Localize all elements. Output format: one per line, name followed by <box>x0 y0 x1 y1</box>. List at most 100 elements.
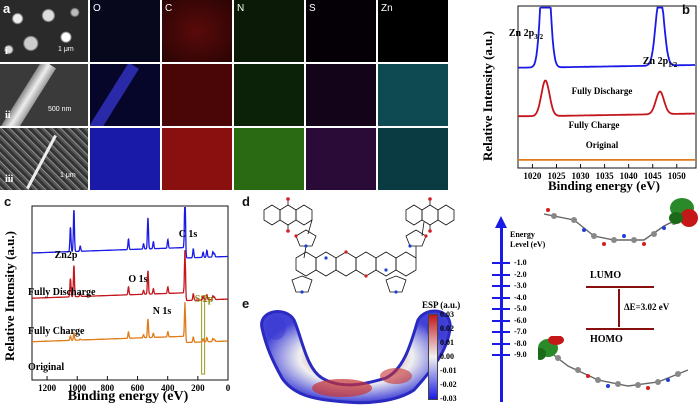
energy-level-tick <box>492 308 510 310</box>
peak-label-s2p: S 2p <box>195 294 214 305</box>
x-tick-label-c: 800 <box>101 383 115 393</box>
energy-level-tick <box>492 319 510 322</box>
map-N-ii <box>234 64 304 126</box>
energy-level-label: -2.0 <box>514 269 527 279</box>
plot-frame-b <box>517 5 697 169</box>
map-Zn-iii <box>378 128 448 190</box>
lumo-orbital-structure <box>544 198 698 246</box>
energy-level-label: -7.0 <box>514 327 527 336</box>
x-tick-label-b: 1025 <box>547 171 566 181</box>
peak-label-zn2p32: Zn 2p3/2 <box>509 28 544 41</box>
legend-original-c: Original <box>28 362 64 373</box>
panel-letter-d: d <box>242 194 250 209</box>
x-tick-label-b: 1040 <box>620 171 639 181</box>
legend-fully-charge-c: Fully Charge <box>28 326 85 337</box>
energy-level-label: -3.0 <box>514 281 527 290</box>
legend-fully-discharge-b: Fully Discharge <box>572 86 633 96</box>
legend-fully-charge-b: Fully Charge <box>569 120 620 130</box>
colorbar-tick-label: 0.03 <box>440 310 454 319</box>
scalebar-ii: 500 nm <box>48 106 72 113</box>
peak-label-o1s: O 1s <box>128 274 147 285</box>
energy-level-tick <box>492 273 510 276</box>
panel-letter-c: c <box>4 194 12 209</box>
map-label-Zn: Zn <box>381 3 393 14</box>
colorbar-tick-label: 0.01 <box>440 338 454 347</box>
row-label-iii: iii <box>5 174 14 185</box>
scalebar-iii: 1 μm <box>60 172 76 179</box>
map-label-O: O <box>93 3 101 14</box>
energy-level-label: -5.0 <box>514 304 527 313</box>
energy-level-label: -4.0 <box>514 292 527 302</box>
panel-a: a i 1 μm O C N S Zn ii 500 nm iii 1 μm <box>0 0 448 192</box>
sem-image-iii <box>0 128 88 190</box>
gap-label: ΔE=3.02 eV <box>624 302 670 312</box>
map-O-ii <box>90 64 160 126</box>
map-label-N: N <box>237 3 245 14</box>
energy-panel: Energy Level (eV) -1.0 -2.0 -3.0 -4.0 -5.0 -6… <box>488 196 700 406</box>
x-tick-label-c: 400 <box>161 383 175 393</box>
map-label-C: C <box>165 3 173 14</box>
y-axis-label-c: Relative Intensity (a.u.) <box>2 231 17 361</box>
peak-label-zn2p: Zn2p <box>55 250 78 261</box>
series-line-b-0 <box>518 6 695 69</box>
map-C-ii <box>162 64 232 126</box>
sem-image-ii <box>0 64 88 126</box>
map-S-iii <box>306 128 376 190</box>
x-tick-label-c: 0 <box>226 383 231 393</box>
x-tick-label-b: 1035 <box>596 171 615 181</box>
x-tick-label-c: 1000 <box>68 383 87 393</box>
homo-level-line <box>586 328 654 330</box>
gap-arrow <box>618 289 620 327</box>
series-line-c-1 <box>32 250 228 302</box>
molecular-structure <box>263 197 455 294</box>
row-label-ii: ii <box>5 110 11 121</box>
map-C-i <box>162 0 232 62</box>
map-N-i <box>234 0 304 62</box>
scalebar-i: 1 μm <box>58 46 74 53</box>
panel-letter-b: b <box>682 2 690 17</box>
map-O-iii <box>90 128 160 190</box>
peak-label-c1s: C 1s <box>179 229 198 240</box>
sem-image-i <box>0 0 88 62</box>
map-S-ii <box>306 64 376 126</box>
colorbar-tick-label: -0.03 <box>440 394 457 403</box>
map-O-i <box>90 0 160 62</box>
map-label-S: S <box>309 3 316 14</box>
energy-level-label: -6.0 <box>514 315 527 325</box>
peak-label-zn2p12: Zn 2p1/2 <box>643 56 678 69</box>
energy-axis-arrowhead <box>495 216 507 228</box>
colorbar-tick-label: 0.00 <box>440 352 454 361</box>
homo-orbital-structure <box>538 336 689 390</box>
x-tick-label-c: 200 <box>191 383 205 393</box>
y-axis-label-b: Relative Intensity (a.u.) <box>480 31 495 161</box>
map-Zn-ii <box>378 64 448 126</box>
energy-axis-unit: Level (eV) <box>510 240 546 249</box>
xps-survey-chart: Relative Intensity (a.u.) 1200 1000 800 600… <box>2 205 231 404</box>
energy-level-label: -9.0 <box>514 350 527 359</box>
energy-level-label: -8.0 <box>514 338 527 348</box>
series-line-b-1 <box>518 79 695 118</box>
lumo-label: LUMO <box>590 270 622 281</box>
energy-level-tick <box>492 331 510 333</box>
legend-original-b: Original <box>586 140 619 150</box>
legend-fully-discharge-c: Fully Discharge <box>28 287 96 298</box>
xps-zn2p-chart: Relative Intensity (a.u.) 1020 1025 1030 10… <box>480 5 697 193</box>
peak-label-n1s: N 1s <box>153 306 172 317</box>
energy-axis-arrow <box>500 226 503 402</box>
x-tick-label-b: 1020 <box>523 171 542 181</box>
x-tick-label-c: 1200 <box>38 383 57 393</box>
energy-level-tick <box>492 296 510 299</box>
panel-letter-e: e <box>242 296 250 311</box>
energy-axis-label: Energy <box>510 230 535 239</box>
x-axis-label-c: Binding energy (eV) <box>68 389 189 404</box>
colorbar-tick-label: -0.02 <box>440 380 457 389</box>
panel-letter-a: a <box>3 1 11 16</box>
esp-colorbar <box>428 314 438 400</box>
energy-level-tick <box>492 354 510 356</box>
energy-level-tick <box>492 342 510 345</box>
x-tick-label-b: 1030 <box>572 171 591 181</box>
s2p-highlight <box>201 295 206 375</box>
colorbar-tick-label: -0.01 <box>440 366 457 375</box>
colorbar-tick-label: 0.02 <box>440 324 454 333</box>
x-tick-label-c: 600 <box>131 383 145 393</box>
